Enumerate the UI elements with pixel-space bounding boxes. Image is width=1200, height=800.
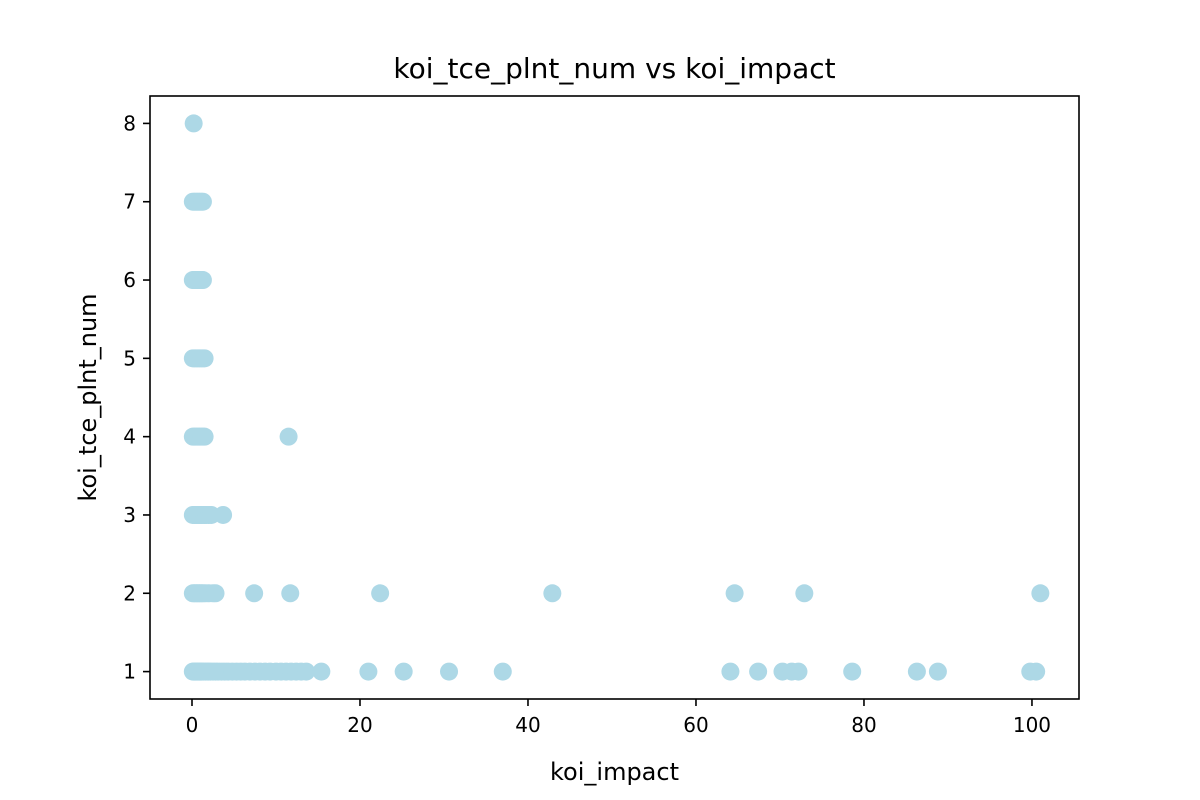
data-point — [184, 114, 203, 133]
data-point — [394, 662, 413, 681]
data-point — [749, 662, 768, 681]
data-point — [279, 427, 298, 446]
data-point — [789, 662, 808, 681]
data-point — [245, 584, 264, 603]
data-point — [193, 271, 212, 290]
data-points — [183, 114, 1050, 681]
data-point — [1031, 584, 1050, 603]
data-point — [195, 427, 214, 446]
data-point — [843, 662, 862, 681]
data-point — [907, 662, 926, 681]
y-tick-label: 8 — [123, 111, 136, 135]
plot-frame — [149, 95, 1080, 700]
data-point — [371, 584, 390, 603]
y-tick-label: 6 — [123, 268, 136, 292]
data-point — [297, 662, 316, 681]
data-point — [193, 192, 212, 211]
x-tick-label: 0 — [186, 713, 199, 737]
data-point — [195, 349, 214, 368]
x-tick-label: 20 — [347, 713, 372, 737]
y-tick-label: 2 — [123, 581, 136, 605]
x-axis-ticks: 0 20 40 60 80 100 — [186, 699, 1051, 737]
y-tick-label: 4 — [123, 425, 136, 449]
data-point — [440, 662, 459, 681]
data-point — [493, 662, 512, 681]
chart-title: koi_tce_plnt_num vs koi_impact — [393, 52, 835, 85]
data-point — [359, 662, 378, 681]
data-point — [721, 662, 740, 681]
x-tick-label: 100 — [1013, 713, 1051, 737]
y-axis-label: koi_tce_plnt_num — [74, 293, 102, 501]
y-tick-label: 5 — [123, 346, 136, 370]
data-point — [214, 505, 233, 524]
data-point — [206, 584, 225, 603]
y-tick-label: 1 — [123, 660, 136, 684]
y-tick-label: 3 — [123, 503, 136, 527]
data-point — [312, 662, 331, 681]
data-point — [725, 584, 744, 603]
x-tick-label: 60 — [683, 713, 708, 737]
data-point — [281, 584, 300, 603]
x-axis-label: koi_impact — [550, 758, 679, 786]
data-point — [543, 584, 562, 603]
y-tick-label: 7 — [123, 190, 136, 214]
data-point — [928, 662, 947, 681]
x-tick-label: 80 — [851, 713, 876, 737]
data-point — [1027, 662, 1046, 681]
y-axis-ticks: 1 2 3 4 5 6 7 8 — [123, 111, 150, 684]
x-tick-label: 40 — [515, 713, 540, 737]
data-point — [795, 584, 814, 603]
